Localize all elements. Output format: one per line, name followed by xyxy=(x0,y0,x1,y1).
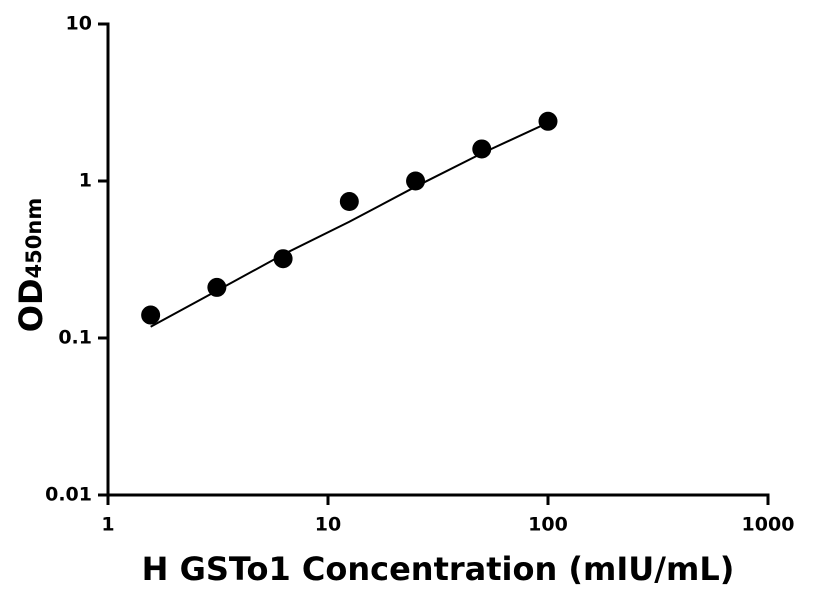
data-point xyxy=(273,249,293,269)
y-axis-label: OD450nm xyxy=(12,198,50,332)
x-tick-label: 1 xyxy=(101,514,114,536)
data-point xyxy=(207,277,227,297)
x-tick-label: 100 xyxy=(528,514,568,536)
data-point xyxy=(538,111,558,131)
y-tick-label: 0.01 xyxy=(45,484,92,506)
y-tick-label: 0.1 xyxy=(58,327,92,349)
y-axis-label-main: OD xyxy=(12,278,50,332)
y-axis-label-subscript: 450nm xyxy=(22,198,46,279)
data-point xyxy=(472,139,492,159)
x-tick-label: 1000 xyxy=(742,514,795,536)
x-axis-label: H GSTo1 Concentration (mIU/mL) xyxy=(142,550,735,588)
data-point xyxy=(406,171,426,191)
y-tick-label: 10 xyxy=(66,13,92,35)
y-tick-label: 1 xyxy=(79,170,92,192)
data-point xyxy=(339,192,359,212)
x-tick-label: 10 xyxy=(315,514,341,536)
data-point xyxy=(141,305,161,325)
